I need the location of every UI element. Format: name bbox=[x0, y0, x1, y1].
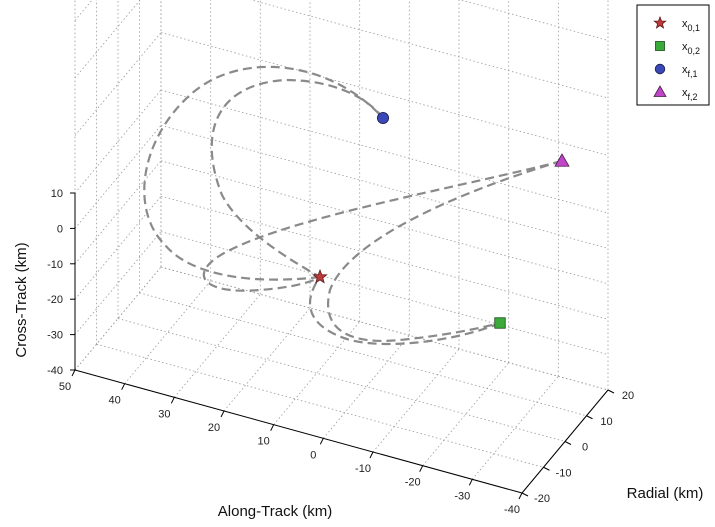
back-wall-grid-line bbox=[160, 160, 609, 285]
along-track-tick bbox=[319, 438, 324, 445]
along-track-tick-label: 40 bbox=[109, 395, 121, 407]
floor-grid-line bbox=[139, 292, 587, 417]
floor-grid-line bbox=[124, 280, 212, 384]
tick-labels: 50 40 30 20 10 0 -10 -20 -30 -40 20 10 0 -10 -20 10 0 -10… bbox=[47, 188, 634, 516]
back-wall-grid-line bbox=[160, 89, 609, 214]
cross-track-tick-label: 10 bbox=[51, 188, 63, 200]
legend-marker-x01 bbox=[653, 15, 667, 29]
side-wall-grid-line bbox=[74, 160, 162, 265]
marker-xf2 bbox=[554, 153, 570, 167]
legend-marker-xf2 bbox=[653, 85, 667, 97]
along-track-tick bbox=[270, 424, 275, 431]
cross-track-tick-label: 0 bbox=[57, 223, 63, 235]
back-wall-grid-line bbox=[459, 0, 609, 41]
legend-marker-x02 bbox=[655, 41, 665, 51]
trajectories bbox=[143, 65, 563, 346]
cross-track-tick-label: -30 bbox=[47, 330, 63, 342]
along-track-tick-label: 0 bbox=[310, 449, 316, 461]
radial-tick-label: -20 bbox=[534, 493, 550, 505]
along-track-tick-label: 30 bbox=[158, 408, 170, 420]
back-wall-grid-line bbox=[160, 195, 609, 320]
along-track-tick bbox=[468, 479, 473, 486]
marker-x02 bbox=[494, 317, 506, 329]
radial-tick-label: 10 bbox=[600, 416, 612, 428]
marker-x01 bbox=[312, 268, 328, 284]
radial-tick bbox=[586, 415, 593, 420]
cross-track-axis-title: Cross-Track (km) bbox=[13, 242, 30, 357]
along-track-tick-label: -20 bbox=[405, 477, 421, 489]
along-track-tick-label: 20 bbox=[208, 422, 220, 434]
floor-grid-line bbox=[273, 321, 361, 425]
back-wall-grid-line bbox=[160, 125, 609, 249]
radial-tick bbox=[521, 492, 529, 497]
radial-tick-label: -10 bbox=[556, 467, 572, 479]
floor-grid-line bbox=[173, 294, 261, 398]
cross-track-tick-label: -40 bbox=[47, 365, 63, 377]
radial-tick-label: 20 bbox=[622, 390, 634, 402]
marker-xf1 bbox=[376, 112, 389, 125]
along-track-tick-label: 50 bbox=[59, 381, 71, 393]
back-wall-grid-line bbox=[250, 0, 609, 99]
along-track-tick bbox=[71, 369, 76, 377]
along-track-tick bbox=[518, 492, 523, 500]
trajectory-1b bbox=[143, 65, 384, 281]
floor-grid-line bbox=[322, 335, 410, 439]
floor-grid-line bbox=[117, 318, 566, 442]
trajectory-2b bbox=[308, 276, 501, 346]
radial-tick bbox=[543, 466, 550, 471]
legend: x0,1x0,2xf,1xf,2 bbox=[636, 4, 710, 106]
radial-axis-title: Radial (km) bbox=[627, 485, 704, 502]
floor-grid-line bbox=[223, 307, 311, 412]
radial-tick bbox=[564, 441, 572, 445]
radial-tick bbox=[607, 389, 615, 394]
cross-track-tick-label: -20 bbox=[47, 294, 63, 306]
floor-grid-line bbox=[96, 343, 544, 468]
state-markers bbox=[312, 112, 570, 329]
side-wall-grid-line bbox=[74, 195, 162, 300]
along-track-tick-label: 10 bbox=[258, 436, 270, 448]
floor-grid-line bbox=[160, 266, 609, 391]
along-track-tick bbox=[220, 410, 225, 418]
along-track-tick bbox=[121, 383, 126, 390]
back-wall-grid-line bbox=[160, 231, 609, 355]
legend-marker-xf1 bbox=[654, 63, 666, 75]
side-wall-grid-line bbox=[74, 231, 162, 335]
along-track-tick bbox=[369, 451, 374, 459]
side-wall-grid-line bbox=[74, 32, 162, 136]
back-wall-grid-line bbox=[160, 32, 609, 156]
along-track-tick bbox=[170, 397, 175, 404]
radial-tick-label: 0 bbox=[582, 442, 588, 454]
along-track-tick-label: -30 bbox=[454, 490, 470, 502]
along-track-axis-line bbox=[74, 369, 523, 494]
trajectory-2 bbox=[327, 159, 563, 342]
legend-box bbox=[636, 4, 710, 106]
along-track-axis-title: Along-Track (km) bbox=[218, 503, 332, 520]
along-track-tick bbox=[419, 465, 424, 472]
grid-lines bbox=[74, 0, 609, 494]
back-wall-grid-line bbox=[160, 266, 609, 391]
along-track-tick-label: -10 bbox=[355, 463, 371, 475]
cross-track-tick-label: -10 bbox=[47, 259, 63, 271]
along-track-tick-label: -40 bbox=[504, 504, 520, 516]
